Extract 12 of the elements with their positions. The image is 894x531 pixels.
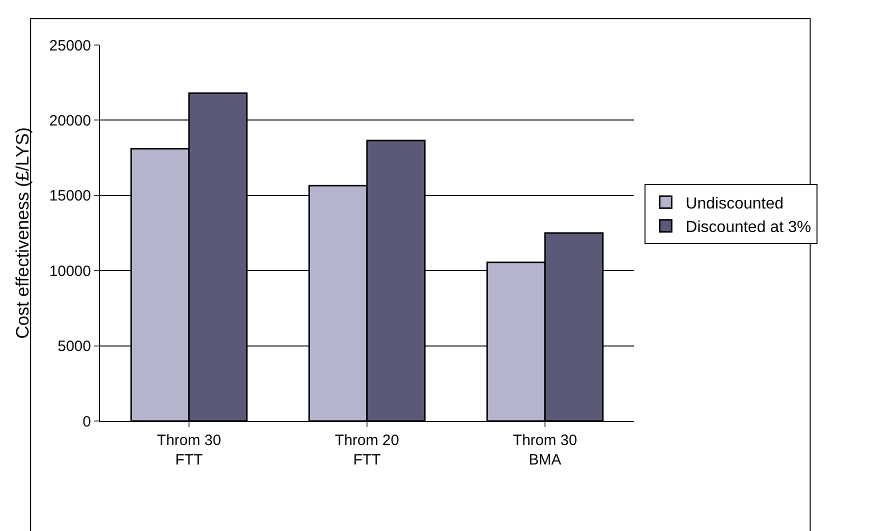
legend-label: Undiscounted bbox=[686, 195, 784, 212]
y-tick-label: 0 bbox=[82, 413, 91, 430]
x-tick-label: Throm 30 FTT bbox=[156, 432, 222, 468]
y-tick-label: 15000 bbox=[49, 188, 91, 205]
y-axis-title: Cost effectiveness (£/LYS) bbox=[12, 127, 32, 339]
y-tick-label: 20000 bbox=[49, 112, 91, 130]
legend-label: Discounted at 3% bbox=[686, 219, 812, 236]
x-tick-label: Throm 20 FTT bbox=[334, 432, 400, 468]
y-tick-label: 10000 bbox=[49, 262, 91, 280]
y-tick-label: 25000 bbox=[49, 37, 91, 54]
x-tick-label: Throm 30 BMA bbox=[512, 432, 578, 468]
y-tick-label: 5000 bbox=[58, 338, 91, 356]
